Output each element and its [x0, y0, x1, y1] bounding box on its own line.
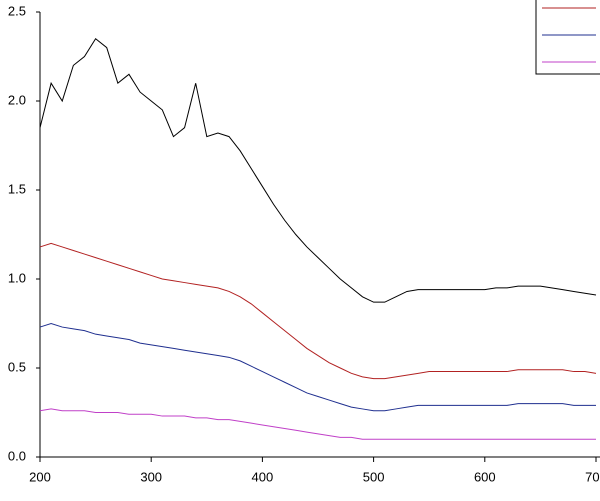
x-tick-label: 200: [29, 469, 51, 484]
series-line: [39, 37, 597, 303]
y-tick-label: 0.0: [8, 448, 26, 463]
x-tick-label: 400: [252, 469, 274, 484]
series-line: [39, 322, 596, 412]
y-tick-label: 1.5: [8, 181, 26, 196]
series-line: [39, 242, 597, 380]
y-tick-label: 1.0: [8, 270, 26, 285]
y-tick-label: 2.5: [8, 3, 26, 18]
x-tick-label: 700: [585, 469, 600, 484]
y-tick-label: 2.0: [8, 92, 26, 107]
series-line: [39, 408, 596, 440]
legend-box: [535, 0, 600, 75]
x-tick-label: 500: [363, 469, 385, 484]
x-tick-label: 300: [140, 469, 162, 484]
y-tick-label: 0.5: [8, 359, 26, 374]
x-tick-label: 600: [474, 469, 496, 484]
